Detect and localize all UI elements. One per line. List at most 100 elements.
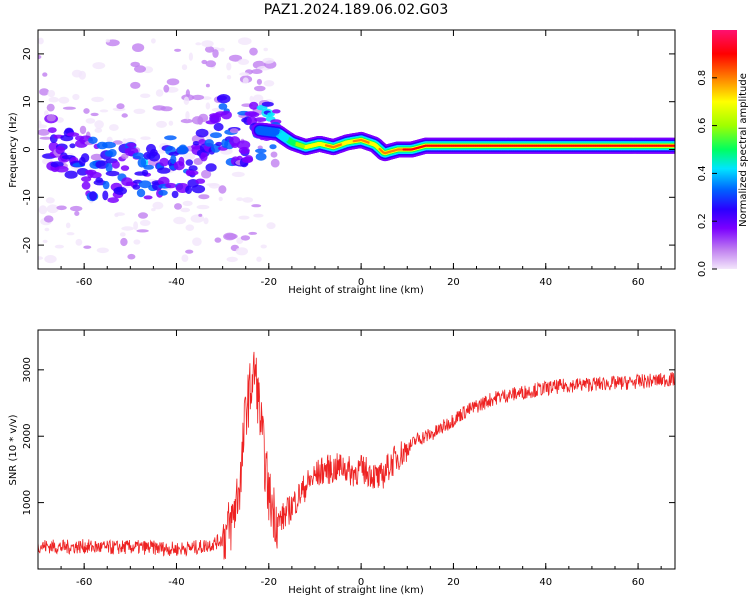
heatmap-cell (224, 233, 238, 240)
snr-frame (37, 329, 676, 570)
heatmap-cell (136, 229, 149, 233)
heatmap-cell (102, 141, 116, 149)
heatmap-cell (196, 204, 210, 210)
heatmap-cell (113, 186, 128, 195)
x-tick-label: 40 (539, 577, 552, 588)
heatmap-cell (203, 217, 209, 225)
heatmap-cell (218, 196, 223, 202)
heatmap-cell (198, 213, 203, 217)
y-tick-label: 1000 (22, 490, 33, 515)
heatmap-cell (251, 69, 263, 74)
heatmap-cell (121, 226, 134, 231)
heatmap-cell (44, 110, 49, 117)
heatmap-cell (214, 237, 222, 243)
heatmap-cell (94, 120, 104, 129)
heatmap-cell (261, 101, 274, 107)
heatmap-cell (102, 180, 110, 190)
heatmap-cell (47, 127, 57, 133)
heatmap-cell (66, 132, 80, 137)
heatmap-cell (38, 124, 47, 129)
heatmap-cell (45, 197, 55, 204)
heatmap-cell (220, 47, 225, 52)
colorbar-tick-label: 0.2 (697, 213, 708, 229)
heatmap-cell (74, 211, 80, 216)
heatmap-cell (205, 83, 210, 88)
heatmap-cell (255, 152, 267, 161)
heatmap-cell (64, 170, 78, 179)
spectrogram-y-ticks: -20 -10 0 10 20 (22, 48, 675, 253)
heatmap-cell (48, 96, 59, 103)
x-tick-label: 20 (447, 577, 460, 588)
heatmap-cell (205, 60, 217, 68)
heatmap-cell (266, 222, 276, 230)
heatmap-cell (156, 120, 167, 128)
heatmap-cell (54, 165, 69, 173)
heatmap-cell (55, 145, 65, 155)
x-tick-label: -60 (76, 577, 92, 588)
heatmap-cell (158, 189, 168, 196)
heatmap-cell (200, 151, 208, 162)
heatmap-cell (138, 212, 148, 219)
heatmap-cell (180, 207, 191, 213)
heatmap-cell (62, 106, 76, 110)
heatmap-cell (206, 183, 219, 187)
heatmap-cell (126, 142, 137, 148)
colorbar-tick-label: 0.8 (697, 70, 708, 86)
heatmap-cell (220, 110, 232, 120)
heatmap-cell (143, 195, 153, 200)
heatmap-cell (46, 204, 59, 214)
heatmap-cell (183, 152, 196, 161)
heatmap-cell (114, 212, 126, 216)
heatmap-cell (47, 90, 56, 98)
heatmap-cell (270, 151, 278, 158)
heatmap-cell (151, 208, 156, 212)
heatmap-cell (238, 215, 250, 220)
heatmap-cell (191, 184, 206, 194)
heatmap-cell (88, 136, 98, 144)
heatmap-cell (136, 188, 146, 198)
x-tick-label: 40 (539, 277, 552, 288)
heatmap-cell (58, 96, 70, 104)
heatmap-cell (91, 96, 104, 103)
heatmap-cell (120, 237, 128, 247)
heatmap-cell (239, 72, 250, 76)
heatmap-cell (75, 238, 83, 246)
heatmap-cell (66, 232, 75, 236)
heatmap-cell (152, 201, 164, 210)
spectrogram-heatmap (38, 37, 675, 264)
heatmap-cell (44, 227, 50, 232)
heatmap-cell (70, 205, 83, 212)
heatmap-cell (178, 144, 188, 153)
heatmap-cell (181, 254, 189, 262)
heatmap-cell (132, 43, 145, 52)
heatmap-cell (249, 95, 254, 102)
heatmap-cell (111, 160, 120, 169)
heatmap-cell (198, 194, 210, 200)
heatmap-cell (42, 239, 48, 243)
x-tick-label: -20 (261, 277, 277, 288)
heatmap-cell (181, 64, 188, 71)
heatmap-cell (231, 143, 239, 148)
heatmap-cell (174, 48, 182, 52)
heatmap-cell (116, 103, 125, 110)
x-tick-label: -40 (168, 577, 184, 588)
heatmap-cell (205, 163, 217, 172)
heatmap-cell (143, 164, 155, 170)
heatmap-cell (260, 244, 267, 249)
heatmap-cell (212, 49, 219, 58)
heatmap-cell (54, 244, 64, 249)
heatmap-cell (226, 75, 232, 80)
y-tick-label: 3000 (22, 357, 33, 382)
heatmap-cell (96, 247, 109, 254)
heatmap-cell (38, 54, 42, 60)
x-tick-label: 0 (358, 577, 364, 588)
heatmap-cell (95, 160, 109, 169)
heatmap-cell (237, 58, 250, 65)
heatmap-cell (204, 46, 215, 53)
heatmap-cell (201, 96, 212, 100)
heatmap-cell (137, 157, 147, 168)
colorbar-tick-label: 0.4 (697, 165, 708, 181)
heatmap-cell (249, 47, 258, 56)
y-tick-label: -20 (22, 237, 33, 253)
heatmap-cell (254, 148, 267, 154)
